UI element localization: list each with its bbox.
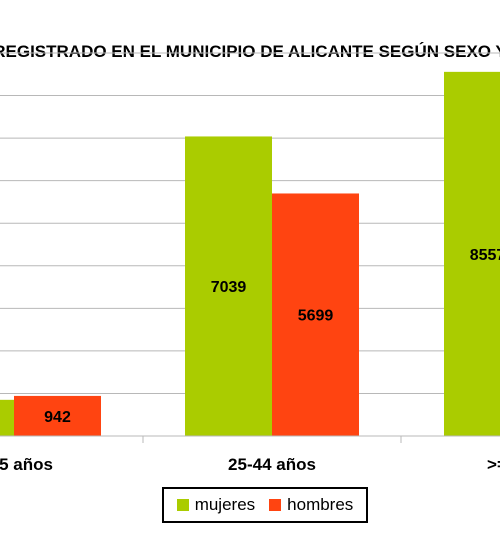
data-label: 5699 — [298, 308, 334, 325]
data-label: 7039 — [211, 279, 247, 296]
legend-swatch-mujeres — [176, 499, 189, 511]
legend: mujeres hombres — [162, 487, 368, 523]
chart-title: PARO REGISTRADO EN EL MUNICIPIO DE ALICA… — [0, 42, 500, 61]
bar-hombres — [272, 193, 359, 436]
bars: 8509427039569985578100 — [0, 71, 500, 436]
legend-item-hombres: hombres — [269, 495, 353, 515]
bar-mujeres — [185, 136, 272, 436]
bar-mujeres — [0, 399, 14, 436]
legend-swatch-hombres — [269, 499, 282, 511]
legend-item-mujeres: mujeres — [176, 495, 256, 515]
bar-hombres — [14, 395, 101, 436]
legend-label-mujeres: mujeres — [194, 495, 256, 514]
data-label: 942 — [44, 409, 71, 426]
bar-mujeres — [444, 71, 500, 436]
x-tick-label: < 25 años — [0, 455, 53, 474]
x-tick-label: 25-44 años — [228, 455, 316, 474]
x-axis: < 25 años 25-44 años >= 45 años — [0, 435, 500, 474]
x-tick-label: >= 45 años — [487, 455, 500, 474]
legend-label-hombres: hombres — [287, 495, 354, 514]
data-label: 8557 — [470, 247, 500, 264]
